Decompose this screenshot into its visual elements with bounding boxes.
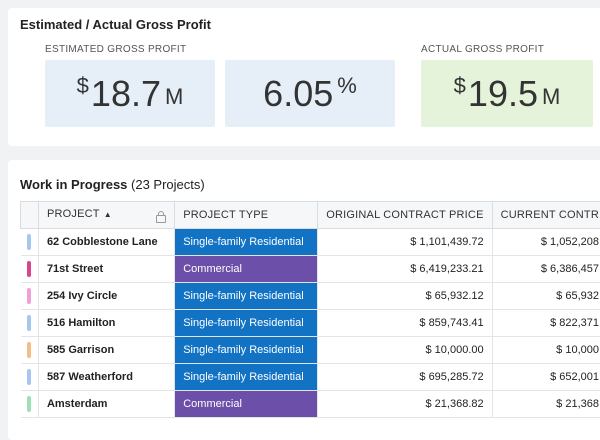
column-header-project-type[interactable]: PROJECT TYPE [175, 202, 318, 229]
current-contract-cell[interactable]: $ 822,371 [492, 310, 600, 337]
wip-table: PROJECT ▲ PROJECT TYPE ORIGINAL CONTRACT … [20, 201, 600, 418]
gross-profit-card: Estimated / Actual Gross Profit ESTIMATE… [8, 8, 600, 146]
row-color-cell [21, 391, 39, 418]
project-header-label: PROJECT [47, 208, 100, 220]
row-color-cell [21, 229, 39, 256]
row-color-cell [21, 337, 39, 364]
row-color-cell [21, 256, 39, 283]
currency-symbol: $ [454, 73, 466, 99]
column-header-project[interactable]: PROJECT ▲ [38, 202, 174, 229]
project-color-indicator [27, 342, 31, 358]
estimated-gross-profit-unit: M [165, 84, 183, 110]
original-contract-price-cell[interactable]: $ 6,419,233.21 [318, 256, 492, 283]
current-contract-cell[interactable]: $ 1,052,208 [492, 229, 600, 256]
actual-gross-profit-label: ACTUAL GROSS PROFIT [421, 44, 544, 55]
project-name-cell[interactable]: 254 Ivy Circle [38, 283, 174, 310]
row-color-cell [21, 310, 39, 337]
column-header-original-contract-price[interactable]: ORIGINAL CONTRACT PRICE [318, 202, 492, 229]
project-color-indicator [27, 396, 31, 412]
project-color-indicator [27, 315, 31, 331]
color-column-header [21, 202, 39, 229]
current-contract-cell[interactable]: $ 21,368 [492, 391, 600, 418]
original-contract-price-cell[interactable]: $ 1,101,439.72 [318, 229, 492, 256]
estimated-gross-profit-value: 18.7 [91, 73, 161, 115]
estimated-gross-profit-label: ESTIMATED GROSS PROFIT [45, 44, 186, 55]
project-type-cell[interactable]: Single-family Residential [175, 364, 318, 391]
project-color-indicator [27, 234, 31, 250]
project-type-cell[interactable]: Single-family Residential [175, 310, 318, 337]
project-name-cell[interactable]: 585 Garrison [38, 337, 174, 364]
currency-symbol: $ [77, 73, 89, 99]
current-contract-cell[interactable]: $ 65,932 [492, 283, 600, 310]
work-in-progress-card: Work in Progress (23 Projects) PROJECT ▲ … [8, 160, 600, 440]
percent-symbol: % [337, 73, 357, 99]
project-type-cell[interactable]: Commercial [175, 256, 318, 283]
current-contract-cell[interactable]: $ 652,001 [492, 364, 600, 391]
column-header-current-contract[interactable]: CURRENT CONTR [492, 202, 600, 229]
project-color-indicator [27, 369, 31, 385]
work-in-progress-title: Work in Progress (23 Projects) [20, 177, 205, 192]
project-name-cell[interactable]: 587 Weatherford [38, 364, 174, 391]
row-color-cell [21, 364, 39, 391]
current-contract-cell[interactable]: $ 6,386,457 [492, 256, 600, 283]
project-name-cell[interactable]: 516 Hamilton [38, 310, 174, 337]
project-type-cell[interactable]: Single-family Residential [175, 229, 318, 256]
project-color-indicator [27, 288, 31, 304]
lock-icon[interactable] [156, 215, 166, 223]
project-type-cell[interactable]: Single-family Residential [175, 337, 318, 364]
gross-profit-title: Estimated / Actual Gross Profit [20, 17, 211, 32]
project-name-cell[interactable]: 71st Street [38, 256, 174, 283]
actual-gross-profit-unit: M [542, 84, 560, 110]
project-name-cell[interactable]: 62 Cobblestone Lane [38, 229, 174, 256]
project-color-indicator [27, 261, 31, 277]
original-contract-price-cell[interactable]: $ 65,932.12 [318, 283, 492, 310]
actual-gross-profit-value: 19.5 [468, 73, 538, 115]
original-contract-price-cell[interactable]: $ 10,000.00 [318, 337, 492, 364]
wip-project-count: (23 Projects) [131, 177, 205, 192]
project-type-cell[interactable]: Commercial [175, 391, 318, 418]
estimated-gross-profit-percent-tile: 6.05 % [225, 60, 395, 127]
project-type-cell[interactable]: Single-family Residential [175, 283, 318, 310]
table-header-row: PROJECT ▲ PROJECT TYPE ORIGINAL CONTRACT … [21, 202, 600, 229]
original-contract-price-cell[interactable]: $ 859,743.41 [318, 310, 492, 337]
estimated-gross-profit-percent: 6.05 [263, 73, 333, 115]
project-name-cell[interactable]: Amsterdam [38, 391, 174, 418]
original-contract-price-cell[interactable]: $ 21,368.82 [318, 391, 492, 418]
wip-title-text: Work in Progress [20, 177, 127, 192]
row-color-cell [21, 283, 39, 310]
actual-gross-profit-amount-tile: $ 19.5 M [421, 60, 593, 127]
current-contract-cell[interactable]: $ 10,000 [492, 337, 600, 364]
original-contract-price-cell[interactable]: $ 695,285.72 [318, 364, 492, 391]
estimated-gross-profit-amount-tile: $ 18.7 M [45, 60, 215, 127]
sort-asc-icon[interactable]: ▲ [104, 210, 112, 219]
